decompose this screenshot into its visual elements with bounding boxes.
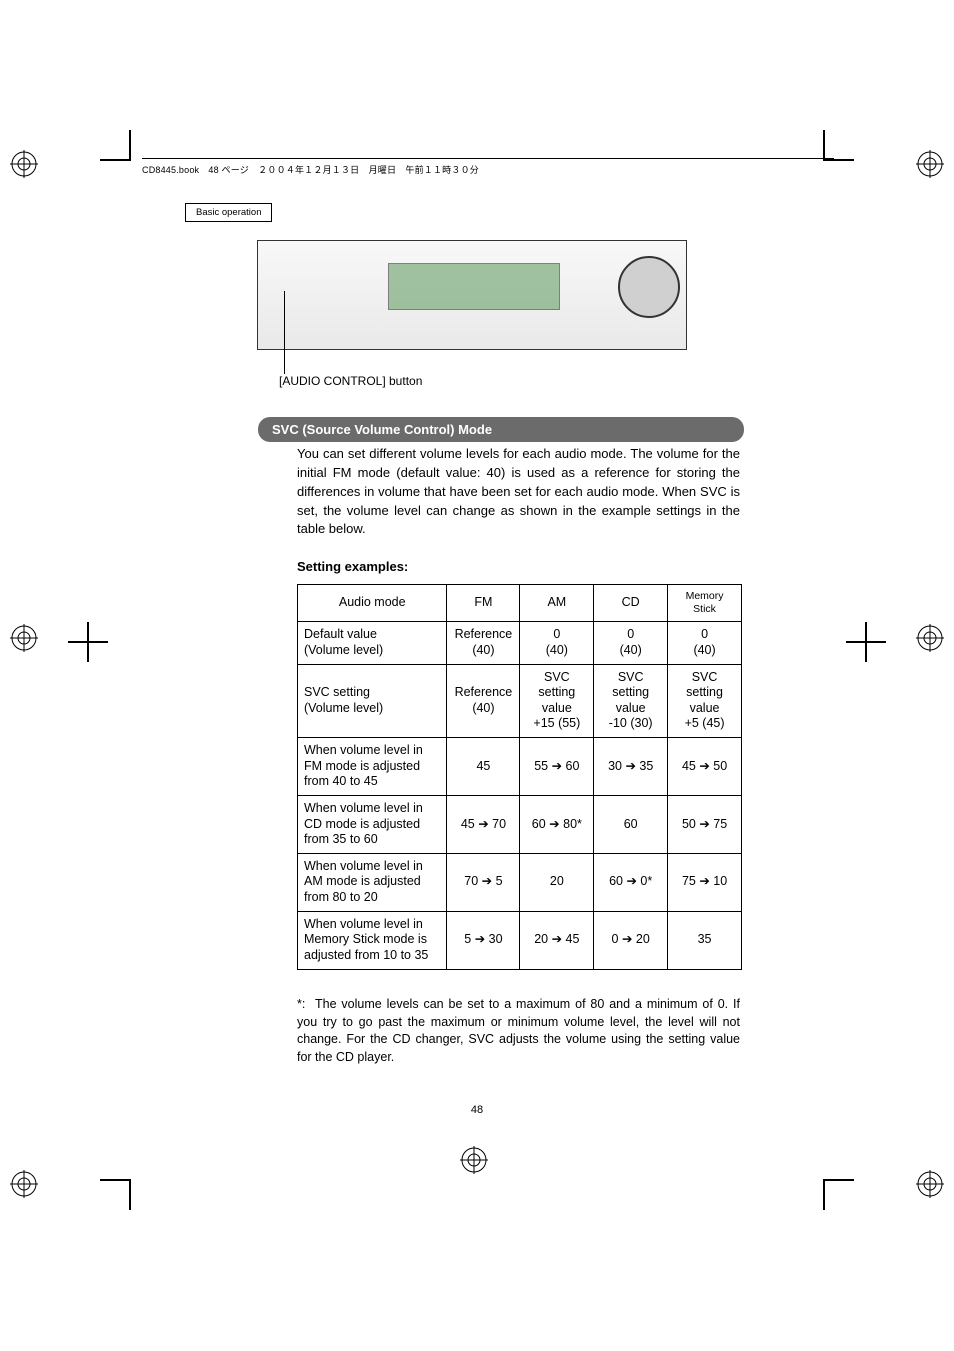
table-cell: SVCsettingvalue-10 (30) [594,664,668,738]
running-header-text: CD8445.book 48 ページ ２００４年１２月１３日 月曜日 午前１１時… [142,165,479,175]
table-cell: 60 [594,795,668,853]
registration-mark-icon [916,624,944,652]
row-label: SVC setting(Volume level) [298,664,447,738]
registration-mark-icon [916,150,944,178]
crop-mark-icon [836,612,896,672]
table-cell: 0 ➔ 20 [594,911,668,969]
row-label: When volume level inMemory Stick mode is… [298,911,447,969]
setting-examples-label: Setting examples: [297,559,408,574]
table-cell: 55 ➔ 60 [520,738,594,796]
table-cell: SVCsettingvalue+5 (45) [668,664,742,738]
table-cell: 75 ➔ 10 [668,853,742,911]
table-row: When volume level inFM mode is adjustedf… [298,738,742,796]
table-cell: 60 ➔ 80* [520,795,594,853]
svc-heading: SVC (Source Volume Control) Mode [258,417,744,442]
registration-mark-icon [460,1146,488,1174]
callout-line-icon [284,291,285,374]
crop-mark-icon [100,1150,160,1210]
table-cell: Reference(40) [447,664,520,738]
crop-mark-icon [58,612,118,672]
device-illustration [257,240,687,350]
table-cell: 60 ➔ 0* [594,853,668,911]
svc-table: Audio mode FM AM CD Memory Stick Default… [297,584,742,970]
footnote-text: The volume levels can be set to a maximu… [297,997,740,1064]
col-header: Audio mode [298,585,447,622]
table-cell: Reference(40) [447,622,520,664]
table-cell: SVCsettingvalue+15 (55) [520,664,594,738]
table-cell: 0(40) [520,622,594,664]
row-label: When volume level inCD mode is adjustedf… [298,795,447,853]
page-number: 48 [0,1104,954,1116]
section-label-badge: Basic operation [185,203,272,222]
table-row: When volume level inAM mode is adjustedf… [298,853,742,911]
running-header: CD8445.book 48 ページ ２００４年１２月１３日 月曜日 午前１１時… [142,158,834,176]
table-cell: 0(40) [594,622,668,664]
registration-mark-icon [916,1170,944,1198]
table-cell: 30 ➔ 35 [594,738,668,796]
table-cell: 20 ➔ 45 [520,911,594,969]
table-cell: 45 ➔ 70 [447,795,520,853]
device-caption: [AUDIO CONTROL] button [279,374,422,388]
col-header: AM [520,585,594,622]
registration-mark-icon [10,150,38,178]
col-header: FM [447,585,520,622]
section-label-text: Basic operation [196,207,261,218]
row-label: Default value(Volume level) [298,622,447,664]
table-cell: 5 ➔ 30 [447,911,520,969]
col-header: CD [594,585,668,622]
body-paragraph: You can set different volume levels for … [297,445,740,539]
table-cell: 35 [668,911,742,969]
table-row: When volume level inMemory Stick mode is… [298,911,742,969]
table-cell: 20 [520,853,594,911]
table-row: When volume level inCD mode is adjustedf… [298,795,742,853]
table-cell: 45 [447,738,520,796]
footnote: *:The volume levels can be set to a maxi… [297,996,740,1066]
registration-mark-icon [10,624,38,652]
table-row: Default value(Volume level)Reference(40)… [298,622,742,664]
table-cell: 0(40) [668,622,742,664]
device-caption-text: [AUDIO CONTROL] button [279,374,422,388]
table-cell: 50 ➔ 75 [668,795,742,853]
svc-heading-text: SVC (Source Volume Control) Mode [272,422,492,437]
row-label: When volume level inFM mode is adjustedf… [298,738,447,796]
table-cell: 45 ➔ 50 [668,738,742,796]
table-cell: 70 ➔ 5 [447,853,520,911]
table-header-row: Audio mode FM AM CD Memory Stick [298,585,742,622]
table-row: SVC setting(Volume level)Reference(40)SV… [298,664,742,738]
registration-mark-icon [10,1170,38,1198]
row-label: When volume level inAM mode is adjustedf… [298,853,447,911]
footnote-marker: *: [297,996,315,1014]
col-header: Memory Stick [668,585,742,622]
crop-mark-icon [794,1150,854,1210]
